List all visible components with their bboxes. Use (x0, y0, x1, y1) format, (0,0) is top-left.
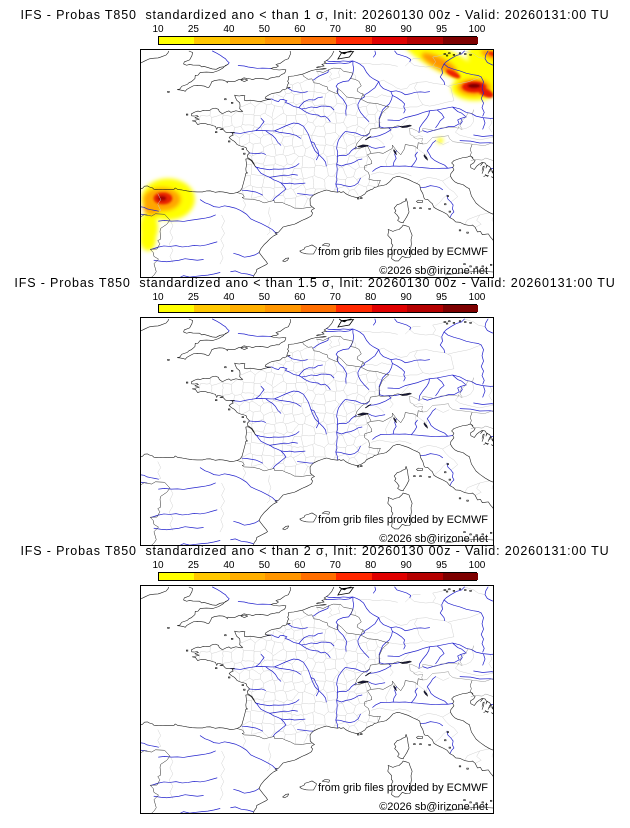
svg-text:from grib files provided by EC: from grib files provided by ECMWF (318, 246, 488, 258)
svg-text:from grib files provided by EC: from grib files provided by ECMWF (318, 514, 488, 526)
svg-text:©2026 sb@irizone.net: ©2026 sb@irizone.net (379, 265, 488, 277)
svg-text:from grib files provided by EC: from grib files provided by ECMWF (318, 782, 488, 794)
svg-text:©2026 sb@irizone.net: ©2026 sb@irizone.net (379, 801, 488, 813)
svg-text:©2026 sb@irizone.net: ©2026 sb@irizone.net (379, 533, 488, 545)
